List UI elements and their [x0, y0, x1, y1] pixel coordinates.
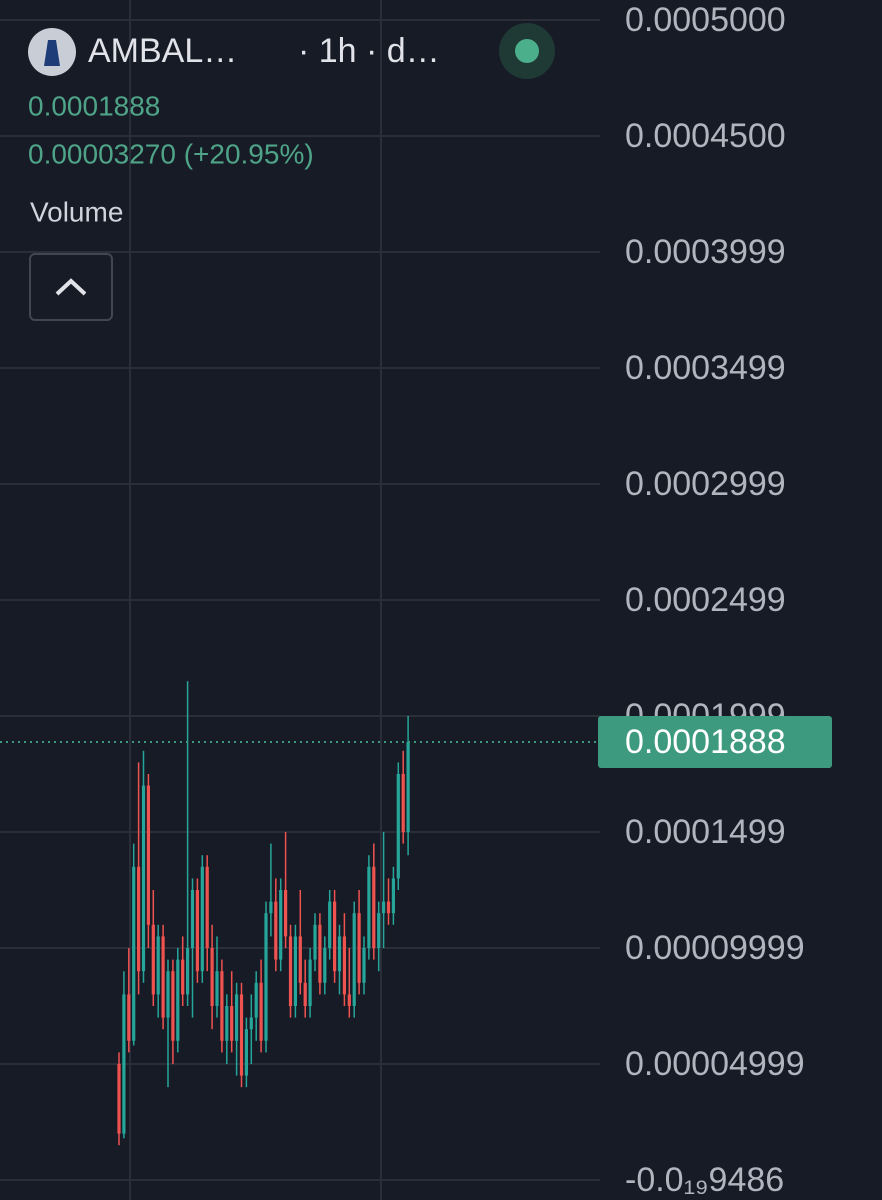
symbol-icon-figure: [44, 40, 60, 66]
candle-body: [357, 913, 361, 983]
candle-body: [220, 971, 224, 1041]
candle-body: [254, 982, 258, 1018]
candle-body: [269, 901, 273, 914]
indicator: Volume: [30, 196, 123, 227]
candle-body: [171, 971, 175, 1041]
interval[interactable]: · 1h · d…: [298, 32, 440, 70]
candle-body: [215, 971, 219, 1007]
candle-body: [141, 785, 146, 972]
candle-body: [210, 948, 214, 1007]
candle-body: [137, 866, 141, 972]
candle-body: [352, 913, 356, 1007]
candle-body: [195, 890, 199, 972]
price-tag-label: 0.0001888: [625, 723, 786, 761]
y-tick-label: 0.00009999: [625, 929, 805, 967]
candle-body: [284, 890, 288, 937]
candle-body: [391, 878, 395, 914]
candle-body: [235, 994, 239, 1041]
y-tick-label: 0.0004500: [625, 117, 786, 155]
candle-body: [372, 866, 376, 949]
candle-body: [298, 936, 302, 983]
y-tick-label: 0.0002999: [625, 465, 786, 503]
candle-body: [328, 901, 332, 949]
candle-body: [151, 924, 155, 995]
candle-body: [323, 948, 327, 983]
candle-body: [230, 1006, 234, 1041]
candle-body: [181, 959, 185, 995]
candle-body: [396, 774, 400, 879]
candle-body: [367, 866, 371, 949]
candle-body: [239, 994, 244, 1076]
candle-body: [132, 866, 136, 1041]
y-tick-label: 0.0002499: [625, 581, 786, 619]
chevron: [55, 278, 87, 296]
candle-body: [362, 948, 366, 983]
status-dot: [515, 39, 539, 63]
candle-body: [190, 890, 195, 949]
candle-body: [259, 982, 263, 1041]
candle-body: [244, 1029, 248, 1076]
candle-body: [308, 959, 312, 1007]
candle-body: [166, 971, 170, 1018]
candle-body: [406, 741, 410, 833]
y-tick-label: 0.0003499: [625, 349, 786, 387]
collapse-button[interactable]: [29, 253, 113, 321]
y-tick-label: 0.0003999: [625, 233, 786, 271]
candle-body: [225, 1006, 229, 1041]
candle-body: [176, 959, 180, 1041]
candle-body: [333, 901, 337, 972]
candle-body: [249, 1017, 253, 1030]
candle-body: [293, 936, 297, 1007]
candle-body: [117, 1064, 121, 1134]
candle-body: [264, 913, 268, 1041]
candle-body: [313, 924, 317, 960]
candle-body: [303, 982, 307, 1007]
candle-body: [161, 936, 165, 1018]
price: 0.0001888: [28, 90, 160, 121]
candle-body: [279, 890, 283, 960]
candle-body: [146, 785, 150, 925]
candle-body: [347, 994, 351, 1007]
price-tag: [598, 715, 832, 768]
candle-body: [156, 936, 160, 995]
candle-body: [337, 936, 342, 972]
candle-body: [318, 924, 322, 983]
symbol[interactable]: AMBAL…: [88, 32, 237, 70]
y-tick-label: 0.0001499: [625, 813, 786, 851]
candle-body: [382, 901, 386, 914]
y-tick-label: 0.0005000: [625, 1, 786, 39]
candle-body: [274, 901, 278, 960]
candle-body: [200, 866, 204, 972]
candle-body: [377, 913, 381, 949]
y-tick-label: -0.0₁₉9486: [625, 1161, 784, 1199]
change: 0.00003270 (+20.95%): [28, 138, 314, 169]
candle-body: [127, 994, 131, 1041]
candle-body: [386, 901, 391, 914]
candle-body: [205, 866, 209, 949]
candle-body: [401, 774, 405, 833]
candle-body: [186, 948, 190, 995]
y-tick-label: 0.00004999: [625, 1045, 805, 1083]
candle-body: [288, 936, 293, 1007]
candle-body: [122, 994, 126, 1134]
candle-body: [342, 936, 346, 995]
